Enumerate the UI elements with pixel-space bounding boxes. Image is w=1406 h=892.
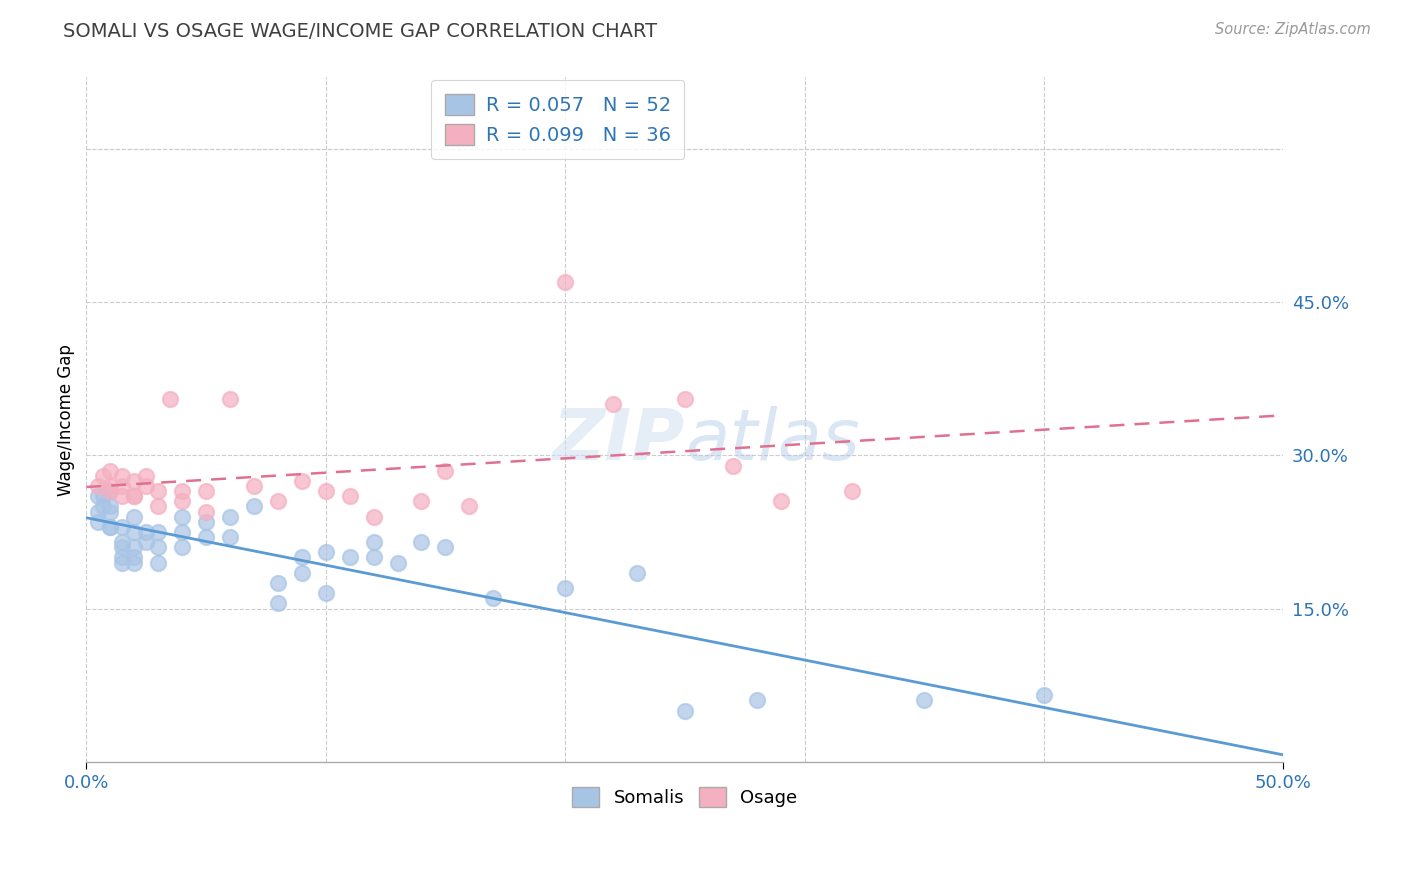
Point	[135, 468, 157, 483]
Point	[98, 500, 121, 514]
Point	[434, 541, 457, 555]
Point	[135, 535, 157, 549]
Text: Source: ZipAtlas.com: Source: ZipAtlas.com	[1215, 22, 1371, 37]
Point	[219, 509, 242, 524]
Point	[315, 545, 337, 559]
Text: SOMALI VS OSAGE WAGE/INCOME GAP CORRELATION CHART: SOMALI VS OSAGE WAGE/INCOME GAP CORRELAT…	[63, 22, 658, 41]
Point	[122, 524, 145, 539]
Point	[98, 484, 121, 499]
Y-axis label: Wage/Income Gap: Wage/Income Gap	[58, 343, 75, 496]
Point	[170, 524, 193, 539]
Point	[135, 479, 157, 493]
Point	[434, 464, 457, 478]
Point	[1032, 689, 1054, 703]
Point	[482, 591, 505, 606]
Point	[411, 494, 433, 508]
Point	[315, 484, 337, 499]
Point	[315, 586, 337, 600]
Point	[554, 581, 576, 595]
Point	[912, 693, 935, 707]
Point	[91, 500, 114, 514]
Point	[243, 479, 266, 493]
Point	[219, 530, 242, 544]
Point	[219, 392, 242, 407]
Point	[170, 494, 193, 508]
Point	[122, 550, 145, 565]
Point	[111, 535, 134, 549]
Point	[363, 535, 385, 549]
Point	[135, 524, 157, 539]
Point	[122, 474, 145, 488]
Point	[291, 474, 314, 488]
Point	[267, 576, 290, 591]
Point	[111, 556, 134, 570]
Point	[291, 550, 314, 565]
Point	[673, 704, 696, 718]
Point	[745, 693, 768, 707]
Point	[111, 479, 134, 493]
Point	[122, 489, 145, 503]
Point	[87, 489, 110, 503]
Point	[458, 500, 481, 514]
Point	[111, 468, 134, 483]
Point	[339, 489, 361, 503]
Point	[146, 484, 169, 499]
Text: atlas: atlas	[685, 406, 859, 475]
Point	[841, 484, 863, 499]
Point	[170, 484, 193, 499]
Point	[122, 509, 145, 524]
Point	[411, 535, 433, 549]
Point	[98, 484, 121, 499]
Point	[267, 494, 290, 508]
Point	[146, 556, 169, 570]
Point	[111, 541, 134, 555]
Text: ZIP: ZIP	[553, 406, 685, 475]
Point	[146, 500, 169, 514]
Legend: Somalis, Osage: Somalis, Osage	[565, 780, 804, 814]
Point	[769, 494, 792, 508]
Point	[122, 556, 145, 570]
Point	[195, 504, 218, 518]
Point	[170, 541, 193, 555]
Point	[363, 550, 385, 565]
Point	[122, 541, 145, 555]
Point	[111, 550, 134, 565]
Point	[98, 520, 121, 534]
Point	[122, 489, 145, 503]
Point	[111, 489, 134, 503]
Point	[673, 392, 696, 407]
Point	[626, 566, 648, 580]
Point	[363, 509, 385, 524]
Point	[159, 392, 181, 407]
Point	[98, 504, 121, 518]
Point	[267, 597, 290, 611]
Point	[339, 550, 361, 565]
Point	[91, 489, 114, 503]
Point	[87, 504, 110, 518]
Point	[195, 484, 218, 499]
Point	[91, 468, 114, 483]
Point	[291, 566, 314, 580]
Point	[87, 479, 110, 493]
Point	[195, 530, 218, 544]
Point	[111, 520, 134, 534]
Point	[170, 509, 193, 524]
Point	[243, 500, 266, 514]
Point	[721, 458, 744, 473]
Point	[387, 556, 409, 570]
Point	[602, 397, 624, 411]
Point	[146, 524, 169, 539]
Point	[98, 520, 121, 534]
Point	[146, 541, 169, 555]
Point	[195, 515, 218, 529]
Point	[98, 479, 121, 493]
Point	[87, 515, 110, 529]
Point	[98, 464, 121, 478]
Point	[554, 275, 576, 289]
